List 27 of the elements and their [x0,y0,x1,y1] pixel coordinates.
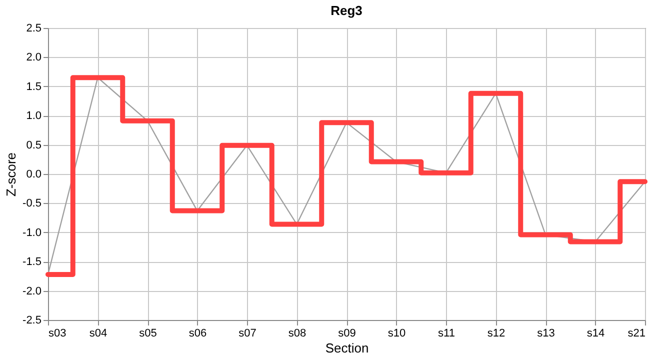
x-tick-label: s06 [188,328,207,340]
x-tick-label: s10 [388,328,406,340]
y-tick-label: -1.0 [22,226,42,239]
y-tick-label: -1.5 [22,256,42,268]
x-tick-label: s05 [139,328,157,340]
y-axis-title: Z-score [4,152,19,197]
y-tick-label: 2.0 [26,52,42,64]
y-tick-label: 1.5 [26,80,42,93]
y-tick-label: 0.5 [26,139,42,152]
y-tick-label: -2.5 [22,314,42,326]
x-axis-title: Section [325,340,369,356]
chart-title: Reg3 [330,3,362,18]
y-tick-label: 0.0 [26,168,42,180]
y-tick-label: -2.0 [22,285,42,298]
x-tick-label: s08 [288,328,306,340]
x-tick-label: s21 [628,328,646,340]
x-tick-label: s13 [537,328,555,340]
x-tick-label: s04 [89,328,108,340]
x-tick-label: s11 [438,328,455,340]
x-tick-label: s09 [338,328,356,340]
y-tick-label: -0.5 [22,198,42,210]
y-tick-label: 2.5 [26,22,42,34]
x-tick-label: s14 [586,328,605,340]
y-tick-label: 1.0 [26,110,42,122]
x-tick-label: s03 [48,328,66,340]
x-tick-label: s12 [487,328,506,340]
x-tick-label: s07 [238,328,256,340]
